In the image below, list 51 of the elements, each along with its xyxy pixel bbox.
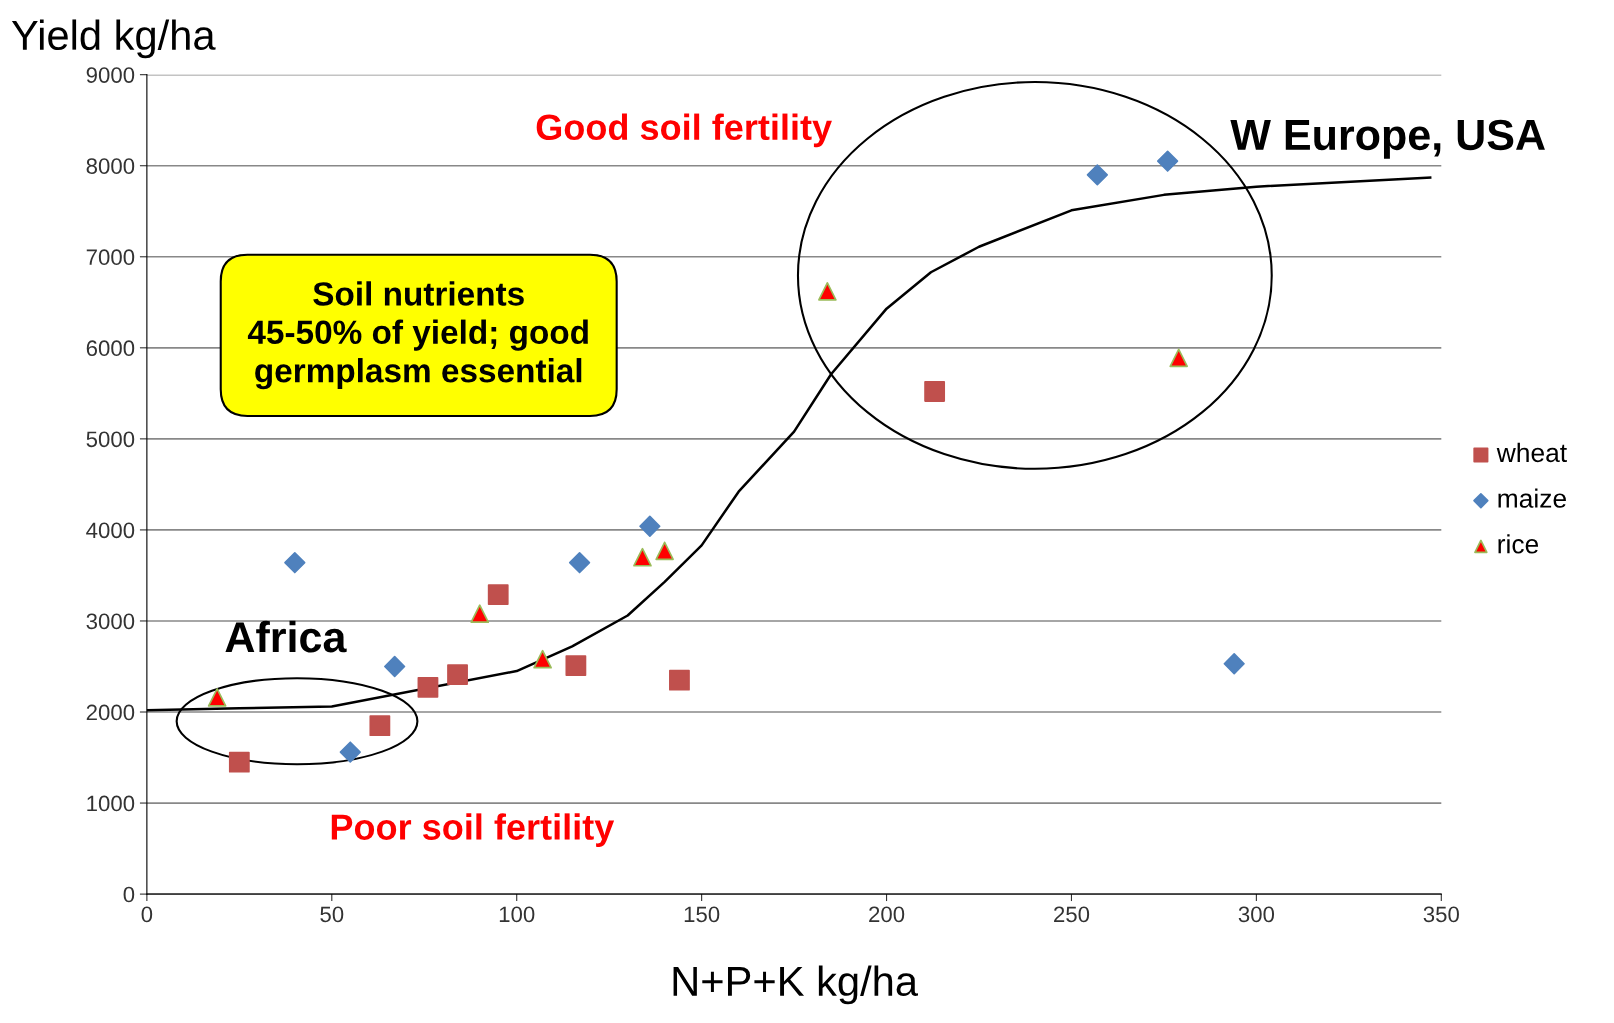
point	[633, 547, 652, 567]
point	[1169, 348, 1189, 368]
point	[369, 715, 391, 737]
point	[228, 751, 250, 773]
x-tick-label: 300	[1238, 906, 1275, 923]
point	[655, 541, 674, 561]
y-tick-label: 3000	[86, 613, 135, 630]
point	[284, 552, 306, 574]
y-tick-label: 1000	[87, 795, 135, 812]
point	[470, 604, 490, 624]
y-tick-label: 7000	[86, 249, 135, 266]
x-tick-label: 0	[141, 906, 153, 923]
point	[568, 552, 591, 574]
x-tick-label: 50	[320, 906, 344, 923]
annotation: Poor soil fertility	[331, 813, 615, 848]
point	[1156, 150, 1179, 172]
point	[339, 741, 361, 763]
point	[1223, 653, 1245, 675]
point	[924, 381, 946, 402]
point	[384, 655, 406, 678]
x-tick-label: 150	[684, 906, 720, 923]
annotation: Africa	[225, 620, 347, 653]
y-tick-label: 8000	[86, 158, 135, 174]
point	[669, 669, 690, 691]
point	[565, 655, 587, 676]
legend-label: maize	[1498, 488, 1566, 508]
legend-label: wheat	[1496, 442, 1567, 463]
y-tick-label: 0	[123, 886, 135, 903]
point	[639, 515, 661, 537]
annotation: W Europe, USA	[1230, 119, 1545, 159]
x-tick-label: 200	[869, 906, 905, 923]
point	[207, 688, 227, 707]
point	[417, 677, 439, 698]
y-tick-label: 9000	[86, 67, 135, 83]
y-tick-label: 6000	[86, 340, 135, 357]
point	[533, 649, 552, 669]
x-axis-title: N+P+K kg/ha	[673, 965, 919, 1005]
x-tick-label: 100	[499, 906, 535, 923]
y-tick-label: 2000	[86, 704, 135, 721]
legend-label: rice	[1498, 534, 1539, 554]
x-tick-label: 250	[1054, 906, 1090, 923]
point	[818, 282, 837, 301]
y-tick-label: 4000	[86, 522, 135, 539]
point	[487, 584, 509, 605]
y-tick-label: 5000	[86, 431, 135, 448]
x-tick-label: 350	[1423, 906, 1459, 923]
point	[447, 664, 468, 686]
annotation: Good soil fertility	[536, 113, 832, 148]
annotation: Soil nutrients 45-50% of yield; good germplasm essential	[247, 281, 588, 390]
y-axis-title: Yield kg/ha	[11, 19, 216, 59]
point	[1086, 164, 1109, 186]
